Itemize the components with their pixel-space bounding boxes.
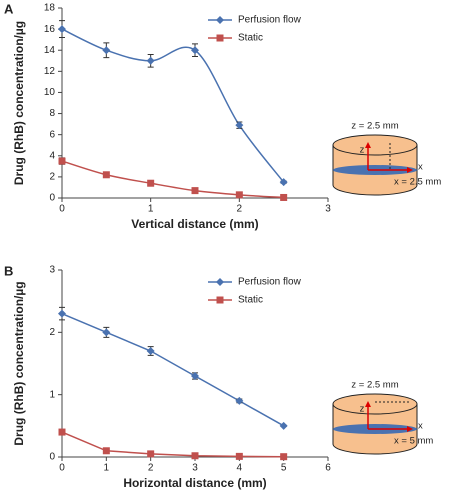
marker — [102, 171, 110, 179]
marker — [191, 371, 199, 380]
y-tick-label: 14 — [44, 45, 56, 56]
x-axis-title: Vertical distance (mm) — [131, 217, 258, 231]
marker — [102, 328, 111, 337]
y-tick-label: 18 — [44, 3, 56, 14]
legend-label: Perfusion flow — [238, 15, 302, 26]
marker — [280, 453, 288, 461]
x-tick-label: 5 — [281, 463, 287, 474]
x-tick-label: 6 — [325, 463, 331, 474]
marker — [58, 428, 66, 436]
marker — [235, 396, 244, 405]
marker — [279, 178, 288, 187]
y-tick-label: 12 — [44, 66, 56, 77]
annotation: z = 2.5 mm — [351, 380, 398, 391]
legend-marker — [216, 16, 224, 24]
y-tick-label: 0 — [49, 193, 55, 204]
marker — [58, 157, 66, 165]
marker — [280, 193, 288, 201]
legend-label: Perfusion flow — [238, 277, 302, 288]
marker — [191, 187, 199, 195]
legend-label: Static — [238, 33, 263, 44]
annotation: x = 5 mm — [394, 436, 433, 447]
cylinder-diagram: z = 2.5 mm z x x = 2.5 mm — [332, 121, 441, 196]
x-tick-label: 1 — [148, 204, 154, 215]
panel-label: A — [4, 1, 14, 16]
annotation: z — [360, 145, 365, 156]
z-arrowhead — [365, 142, 371, 148]
marker — [191, 46, 199, 55]
x-tick-label: 0 — [59, 463, 65, 474]
legend-marker — [216, 34, 224, 42]
marker — [235, 191, 243, 199]
cylinder-top — [332, 393, 418, 415]
marker — [147, 179, 155, 187]
y-tick-label: 16 — [44, 24, 56, 35]
marker — [102, 447, 110, 455]
marker — [147, 450, 155, 458]
x-tick-label: 4 — [237, 463, 243, 474]
y-tick-label: 2 — [49, 327, 55, 338]
series-line — [61, 160, 284, 199]
y-tick-label: 10 — [44, 87, 56, 98]
z-arrowhead — [365, 401, 371, 407]
x-arrowhead — [407, 167, 413, 173]
legend-marker — [216, 296, 224, 304]
y-axis-title: Drug (RhB) concentration/µg — [12, 281, 26, 445]
annotation: x — [418, 421, 423, 432]
marker — [146, 56, 155, 65]
x-tick-label: 0 — [59, 204, 65, 215]
series-line — [61, 431, 284, 458]
y-tick-label: 8 — [49, 108, 55, 119]
marker — [58, 25, 66, 34]
marker — [279, 421, 288, 430]
annotation: x = 2.5 mm — [394, 177, 441, 188]
marker — [58, 309, 66, 318]
x-arrowhead — [407, 426, 413, 432]
series-line — [61, 312, 285, 427]
y-tick-label: 4 — [49, 150, 55, 161]
y-axis-title: Drug (RhB) concentration/µg — [12, 21, 26, 185]
y-tick-label: 2 — [49, 172, 55, 183]
y-tick-label: 0 — [49, 452, 55, 463]
series-line — [61, 28, 285, 183]
y-tick-label: 3 — [49, 265, 55, 276]
cylinder-top — [332, 134, 418, 156]
y-tick-label: 1 — [49, 389, 55, 400]
marker — [235, 121, 244, 130]
marker — [235, 452, 243, 460]
annotation: z = 2.5 mm — [351, 121, 398, 132]
annotation: x — [418, 162, 423, 173]
annotation: z — [360, 404, 365, 415]
legend-label: Static — [238, 295, 263, 306]
marker — [146, 347, 155, 356]
x-tick-label: 1 — [104, 463, 110, 474]
legend-marker — [216, 278, 224, 286]
cylinder-diagram: z = 2.5 mm z x x = 5 mm — [332, 380, 433, 455]
x-tick-label: 2 — [148, 463, 154, 474]
marker — [191, 452, 199, 460]
y-tick-label: 6 — [49, 129, 55, 140]
x-tick-label: 3 — [192, 463, 198, 474]
x-axis-title: Horizontal distance (mm) — [123, 476, 266, 490]
x-tick-label: 3 — [325, 204, 331, 215]
panel-label: B — [4, 263, 13, 278]
marker — [102, 46, 111, 55]
x-tick-label: 2 — [237, 204, 243, 215]
